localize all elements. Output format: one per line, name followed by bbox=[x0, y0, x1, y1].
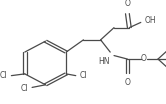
Text: O: O bbox=[124, 0, 130, 8]
Text: HN: HN bbox=[99, 57, 110, 66]
Text: Cl: Cl bbox=[0, 71, 8, 80]
Text: Cl: Cl bbox=[80, 71, 87, 80]
Text: O: O bbox=[141, 54, 147, 63]
Text: O: O bbox=[124, 78, 130, 87]
Text: OH: OH bbox=[145, 16, 156, 25]
Text: Cl: Cl bbox=[21, 84, 28, 93]
